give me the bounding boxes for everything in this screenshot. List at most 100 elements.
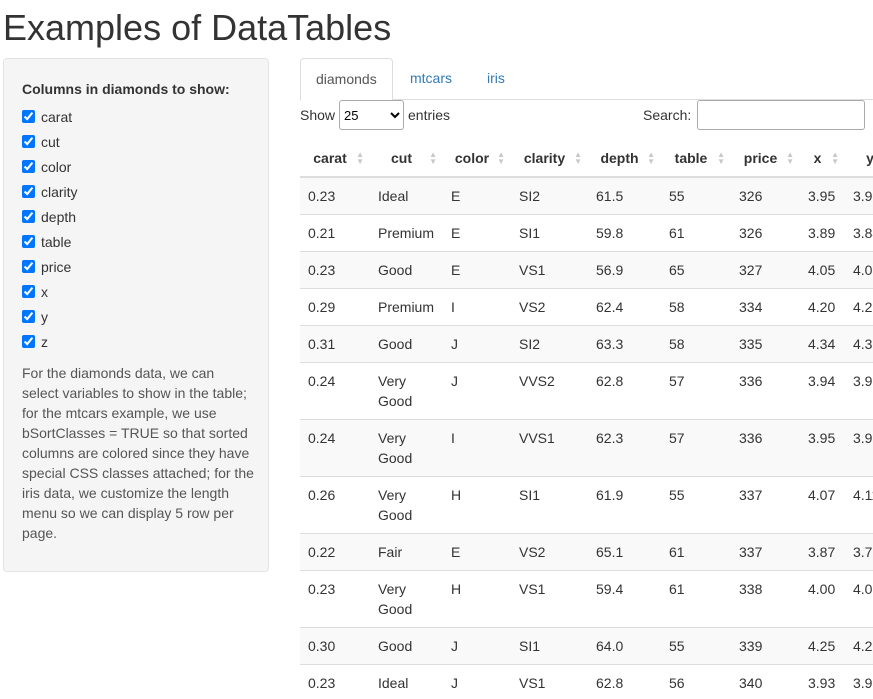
table-cell: 59.8 <box>588 214 661 252</box>
checkbox-row[interactable]: carat <box>22 104 78 129</box>
checkbox-row[interactable]: clarity <box>22 179 78 204</box>
table-cell: VS1 <box>511 251 588 289</box>
search-input[interactable] <box>697 100 865 130</box>
table-cell: 56.9 <box>588 251 661 289</box>
table-cell: Premium <box>370 214 443 252</box>
table-cell: 0.22 <box>300 533 370 571</box>
checkbox[interactable] <box>22 210 35 223</box>
checkbox-row[interactable]: depth <box>22 204 78 229</box>
table-cell: 3.94 <box>800 362 845 420</box>
tab[interactable]: mtcars <box>410 70 452 86</box>
table-cell: E <box>443 176 511 215</box>
checkbox[interactable] <box>22 135 35 148</box>
checkbox-label: depth <box>41 208 77 225</box>
table-cell: 61 <box>661 214 731 252</box>
checkbox-row[interactable]: color <box>22 154 78 179</box>
table-cell: 63.3 <box>588 325 661 363</box>
checkbox-label: clarity <box>41 183 78 200</box>
table-cell: E <box>443 533 511 571</box>
table-cell: 55 <box>661 627 731 665</box>
column-header[interactable]: cut ▲ ▼ <box>370 140 443 178</box>
table-cell: SI2 <box>511 325 588 363</box>
table-cell: 336 <box>731 419 800 477</box>
table-cell: 58 <box>661 288 731 326</box>
checkbox-row[interactable]: z <box>22 329 78 354</box>
column-header[interactable]: carat ▲ ▼ <box>300 140 370 178</box>
page-length-select[interactable]: 25 <box>339 100 404 130</box>
table-cell: Ideal <box>370 664 443 699</box>
table-cell: 4.34 <box>800 325 845 363</box>
checkbox[interactable] <box>22 260 35 273</box>
page-title: Examples of DataTables <box>3 7 392 48</box>
column-header[interactable]: depth ▲ ▼ <box>588 140 661 178</box>
column-header[interactable]: x ▲ ▼ <box>800 140 845 178</box>
column-header[interactable]: price ▲ ▼ <box>731 140 800 178</box>
table-cell: 4.28 <box>845 627 873 665</box>
table-cell: Good <box>370 251 443 289</box>
table-cell: 4.05 <box>800 251 845 289</box>
table-cell: 327 <box>731 251 800 289</box>
table-cell: J <box>443 627 511 665</box>
table-cell: 0.21 <box>300 214 370 252</box>
column-header-label: color <box>454 150 490 166</box>
table-cell: 57 <box>661 419 731 477</box>
table-cell: Premium <box>370 288 443 326</box>
checkbox-row[interactable]: table <box>22 229 78 254</box>
sidebar-heading: Columns in diamonds to show: <box>22 81 230 97</box>
column-header[interactable]: y▲▼ <box>845 140 873 178</box>
data-table: carat ▲ ▼ cut ▲ ▼ color ▲ ▼ clarity ▲ ▼ depth ▲ ▼ table… <box>300 140 873 699</box>
table-cell: 335 <box>731 325 800 363</box>
table-cell: Fair <box>370 533 443 571</box>
column-header-label: carat <box>313 150 347 166</box>
table-cell: 64.0 <box>588 627 661 665</box>
checkbox[interactable] <box>22 335 35 348</box>
column-header[interactable]: color ▲ ▼ <box>443 140 511 178</box>
column-header[interactable]: table ▲ ▼ <box>661 140 731 178</box>
table-cell: 4.23 <box>845 288 873 326</box>
checkbox-row[interactable]: cut <box>22 129 78 154</box>
checkbox[interactable] <box>22 160 35 173</box>
table-cell: 3.96 <box>845 362 873 420</box>
checkbox-group: carat cut color clarity depth table price x y z <box>22 104 78 354</box>
table-cell: Ideal <box>370 176 443 215</box>
checkbox-label: cut <box>41 133 60 150</box>
table-cell: E <box>443 214 511 252</box>
table-cell: 58 <box>661 325 731 363</box>
checkbox-row[interactable]: price <box>22 254 78 279</box>
table-cell: 340 <box>731 664 800 699</box>
column-header-label: x <box>813 150 822 166</box>
table-body: 0.23IdealESI261.5553263.953.980.21Premiu… <box>300 176 873 699</box>
table-cell: 338 <box>731 570 800 628</box>
checkbox[interactable] <box>22 185 35 198</box>
checkbox[interactable] <box>22 310 35 323</box>
table-cell: 3.84 <box>845 214 873 252</box>
tab[interactable]: diamonds <box>300 58 393 101</box>
checkbox[interactable] <box>22 285 35 298</box>
table-cell: 4.05 <box>845 570 873 628</box>
header-row: carat ▲ ▼ cut ▲ ▼ color ▲ ▼ clarity ▲ ▼ depth ▲ ▼ table… <box>300 140 873 178</box>
column-header-label: table <box>674 150 708 166</box>
column-header-label: cut <box>391 150 412 166</box>
checkbox-label: color <box>41 158 72 175</box>
checkbox[interactable] <box>22 235 35 248</box>
table-cell: SI1 <box>511 627 588 665</box>
checkbox-row[interactable]: x <box>22 279 78 304</box>
checkbox[interactable] <box>22 110 35 123</box>
table-cell: SI1 <box>511 476 588 534</box>
checkbox-row[interactable]: y <box>22 304 78 329</box>
tab[interactable]: iris <box>487 70 505 86</box>
column-header[interactable]: clarity ▲ ▼ <box>511 140 588 178</box>
table-cell: E <box>443 251 511 289</box>
table-cell: 337 <box>731 476 800 534</box>
table-cell: 3.93 <box>800 664 845 699</box>
table-cell: 4.25 <box>800 627 845 665</box>
table-cell: 0.23 <box>300 570 370 628</box>
